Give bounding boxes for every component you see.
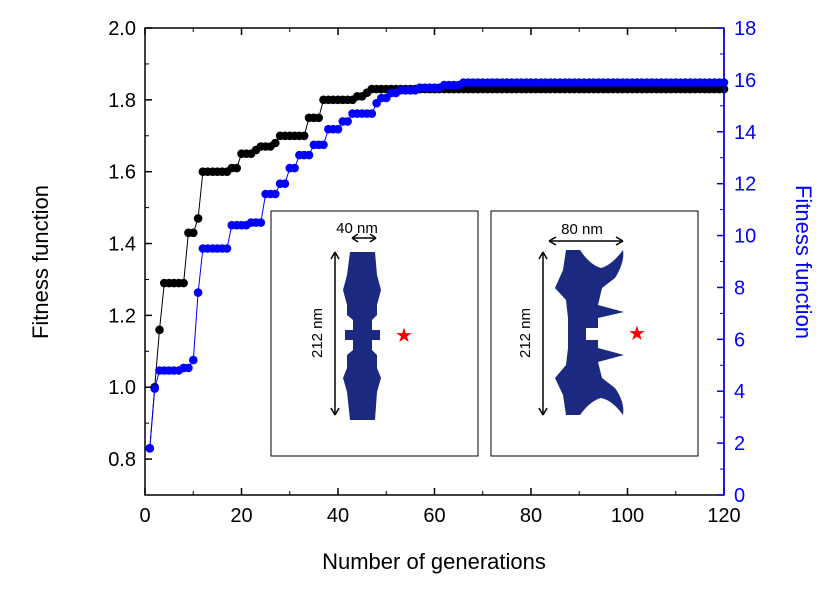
data-point [193, 214, 203, 223]
x-tick-label: 100 [611, 505, 644, 527]
y-right-tick-label: 14 [734, 122, 756, 144]
series-left [145, 84, 729, 453]
data-point [150, 384, 159, 393]
ticks-layer: 0 20 40 60 80 100 120 0.8 1.0 1.2 1.4 1.6 1.8 2.0 0 2 4 6… [108, 18, 756, 527]
inset-wide-width-label: 80 nm [561, 221, 603, 238]
inset-wide-height-label: 212 nm [517, 308, 534, 358]
plot-layer [145, 78, 729, 453]
data-point [299, 131, 309, 141]
inset-narrow-height-label: 212 nm [309, 308, 326, 358]
data-point [256, 218, 266, 227]
data-point [271, 138, 280, 148]
data-point [319, 140, 328, 150]
inset-narrow-width-arrowheads [351, 233, 377, 243]
data-point [189, 228, 198, 238]
inset-narrow: 40 nm 212 nm ★ [270, 210, 479, 457]
y-left-tick-label: 1.2 [108, 305, 136, 327]
x-tick-label: 120 [707, 505, 740, 527]
y-left-tick-label: 1.8 [108, 90, 136, 112]
y-right-tick-label: 6 [734, 329, 745, 351]
y-left-tick-label: 1.4 [108, 234, 136, 256]
inset-wide-height-arrowheads [538, 251, 548, 416]
data-point [333, 124, 343, 134]
x-tick-label: 60 [423, 505, 445, 527]
data-point [271, 189, 280, 199]
y-left-tick-label: 1.0 [108, 377, 136, 399]
inset-wide: 80 nm 212 nm ★ [490, 210, 699, 457]
series-right [145, 78, 729, 453]
y-right-tick-label: 10 [734, 226, 756, 248]
y-right-tick-label: 8 [734, 277, 745, 299]
y-axis-label-right: Fitness function [791, 185, 816, 339]
y-axis-label-left: Fitness function [28, 185, 53, 339]
inset-narrow-width-label: 40 nm [336, 220, 378, 237]
inset-wide-shape [555, 250, 624, 415]
y-left-tick-label: 1.6 [108, 162, 136, 184]
data-point [193, 288, 203, 297]
data-point [179, 278, 188, 288]
data-point [304, 150, 314, 160]
inset-narrow-star: ★ [395, 325, 413, 347]
data-point [222, 244, 232, 253]
data-point [184, 363, 193, 373]
data-point [189, 355, 198, 365]
data-point [290, 163, 299, 173]
x-axis-label: Number of generations [322, 549, 546, 574]
x-tick-label: 40 [327, 505, 349, 527]
inset-narrow-height-arrowheads [330, 251, 340, 416]
y-right-tick-label: 12 [734, 174, 756, 196]
y-right-tick-label: 0 [734, 485, 745, 507]
data-point [367, 109, 377, 118]
y-right-tick-label: 18 [734, 18, 756, 40]
data-point [280, 179, 290, 188]
x-tick-label: 20 [230, 505, 252, 527]
x-tick-label: 0 [139, 505, 150, 527]
inset-narrow-shape [343, 252, 381, 420]
inset-wide-frame [490, 210, 699, 457]
x-tick-label: 80 [520, 505, 542, 527]
y-right-tick-label: 16 [734, 70, 756, 92]
inset-wide-width-arrowheads [548, 236, 624, 246]
inset-wide-star: ★ [628, 323, 646, 345]
y-left-tick-label: 0.8 [108, 449, 136, 471]
y-right-tick-label: 2 [734, 433, 745, 455]
y-right-tick-label: 4 [734, 381, 745, 403]
data-point [314, 113, 324, 123]
data-point [155, 325, 164, 335]
data-point [232, 163, 241, 173]
data-point [145, 444, 155, 453]
data-point [343, 117, 352, 126]
y-left-tick-label: 2.0 [108, 18, 136, 40]
